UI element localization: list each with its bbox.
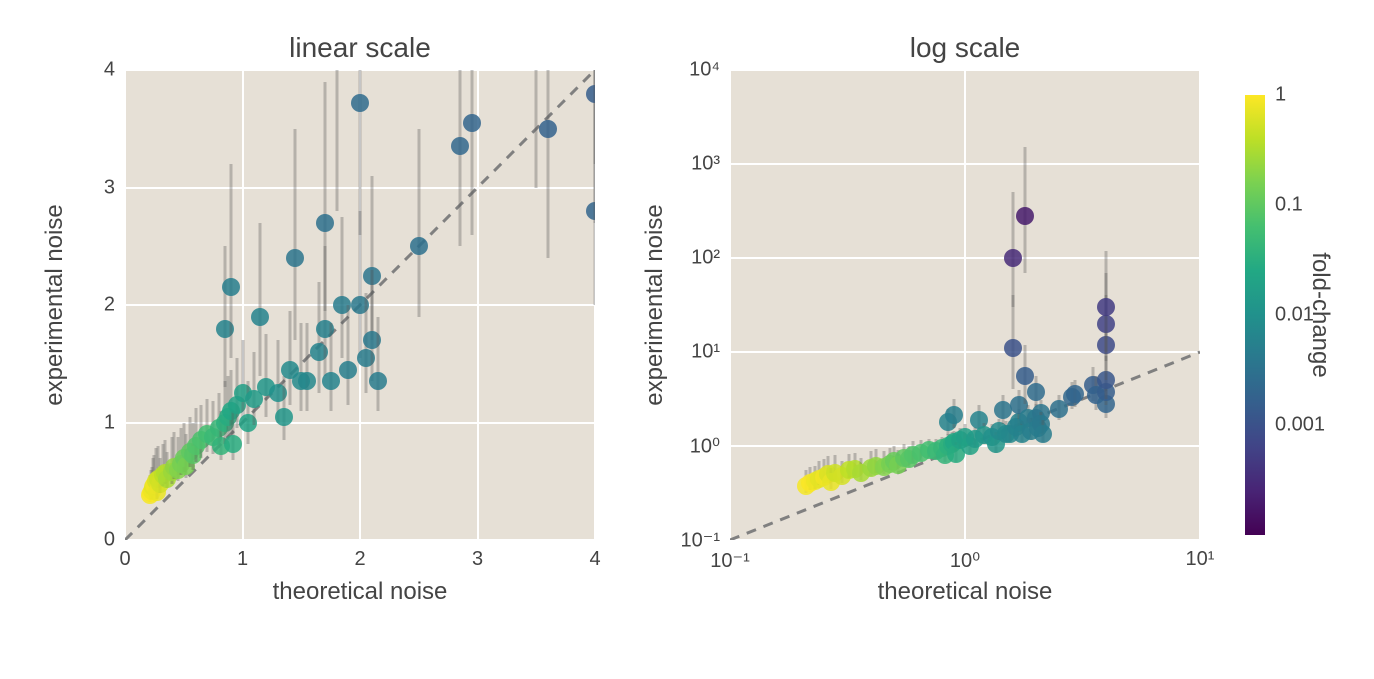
error-bar: [253, 352, 256, 425]
ylabel-linear: experimental noise: [41, 70, 69, 540]
error-bar: [265, 334, 268, 416]
scatter-point: [1004, 249, 1022, 267]
error-bar: [417, 129, 420, 317]
ytick-label: 4: [104, 59, 115, 82]
xtick-label: 0: [119, 548, 130, 571]
scatter-point: [463, 114, 481, 132]
error-bar: [323, 82, 326, 311]
error-bar: [376, 317, 379, 411]
error-bar: [294, 129, 297, 341]
ytick-label: 10⁴: [689, 59, 720, 82]
scatter-point: [1016, 207, 1034, 225]
scatter-point: [286, 249, 304, 267]
error-bar: [329, 323, 332, 411]
scatter-point: [224, 435, 242, 453]
error-bar: [259, 223, 262, 376]
colorbar-title: fold-change: [1306, 95, 1334, 535]
scatter-point: [410, 237, 428, 255]
scatter-point: [1016, 367, 1034, 385]
xtick-label: 4: [589, 548, 600, 571]
error-bar: [229, 164, 232, 358]
error-bar: [317, 282, 320, 394]
panel-title-linear: linear scale: [125, 32, 595, 64]
plot-area-log: [730, 70, 1200, 540]
scatter-point: [351, 94, 369, 112]
error-bar: [359, 211, 362, 358]
error-bar: [370, 270, 373, 382]
error-bar: [547, 70, 550, 258]
identity-line: [730, 70, 1200, 540]
scatter-point: [539, 120, 557, 138]
ytick-label: 10²: [691, 247, 720, 270]
scatter-point: [251, 308, 269, 326]
figure: linear scale theoretical noise experimen…: [0, 0, 1374, 679]
ytick-label: 10⁰: [690, 434, 720, 459]
colorbar: [1245, 95, 1265, 535]
error-bar: [223, 246, 226, 387]
scatter-point: [1034, 425, 1052, 443]
xtick-label: 10⁰: [950, 548, 980, 573]
error-bar: [335, 70, 338, 211]
ytick-label: 10³: [691, 153, 720, 176]
ylabel-log: experimental noise: [641, 70, 669, 540]
scatter-point: [339, 361, 357, 379]
colorbar-tick-label: 0.1: [1275, 194, 1303, 217]
panel-log: log scale theoretical noise experimental…: [730, 70, 1200, 540]
xtick-label: 2: [354, 548, 365, 571]
ytick-label: 0: [104, 529, 115, 552]
error-bar: [306, 323, 309, 411]
colorbar-tick-label: 1: [1275, 84, 1286, 107]
scatter-point: [945, 406, 963, 424]
ytick-label: 3: [104, 176, 115, 199]
error-bar: [594, 70, 596, 164]
ytick-label: 10⁻¹: [681, 528, 720, 553]
ytick-label: 2: [104, 294, 115, 317]
panel-title-log: log scale: [730, 32, 1200, 64]
scatter-point: [369, 372, 387, 390]
panel-linear: linear scale theoretical noise experimen…: [125, 70, 595, 540]
scatter-point: [1004, 339, 1022, 357]
xtick-label: 1: [237, 548, 248, 571]
error-bar: [470, 70, 473, 235]
ytick-label: 10¹: [691, 341, 720, 364]
scatter-point: [1097, 298, 1115, 316]
scatter-point: [1027, 383, 1045, 401]
error-bar: [288, 311, 291, 405]
error-bar: [241, 340, 244, 422]
scatter-point: [451, 137, 469, 155]
xlabel-log: theoretical noise: [730, 578, 1200, 606]
error-bar: [300, 323, 303, 411]
scatter-point: [222, 278, 240, 296]
plot-area-linear: [125, 70, 595, 540]
xtick-label: 3: [472, 548, 483, 571]
error-bar: [458, 70, 461, 246]
scatter-point: [298, 372, 316, 390]
xtick-label: 10¹: [1186, 548, 1215, 571]
scatter-point: [322, 372, 340, 390]
scatter-point: [316, 214, 334, 232]
ytick-label: 1: [104, 411, 115, 434]
error-bar: [347, 305, 350, 405]
error-bar: [341, 217, 344, 358]
scatter-point: [275, 408, 293, 426]
xlabel-linear: theoretical noise: [125, 578, 595, 606]
error-bar: [535, 70, 538, 188]
scatter-point: [1066, 385, 1084, 403]
